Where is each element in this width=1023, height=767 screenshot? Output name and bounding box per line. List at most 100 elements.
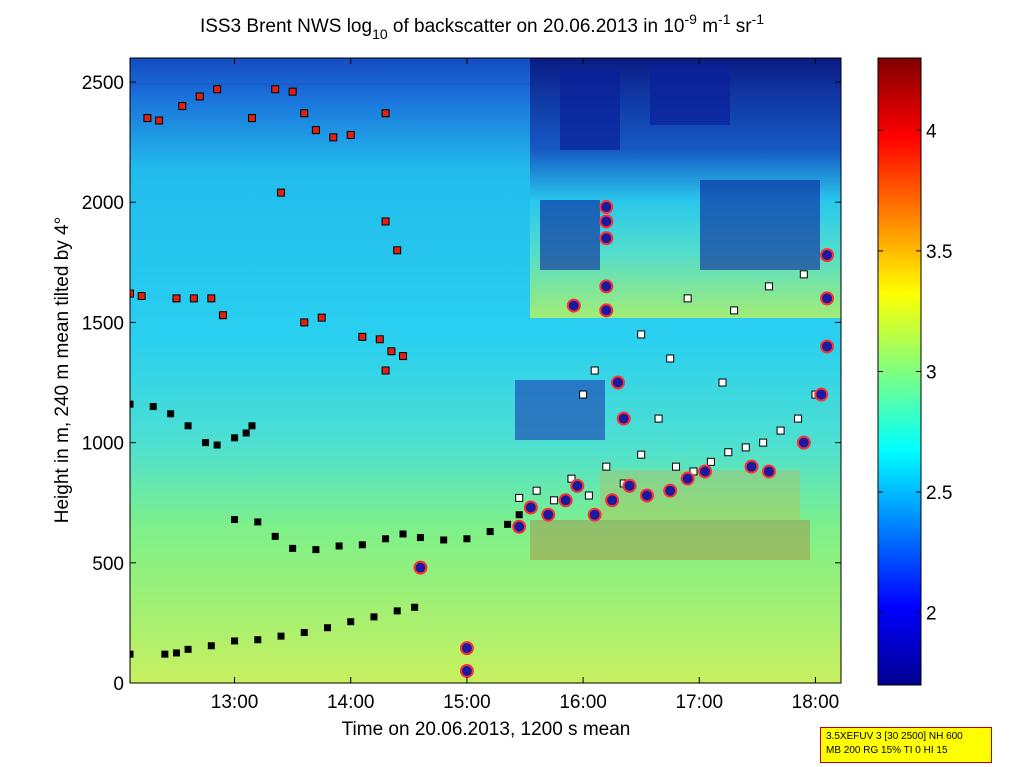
colorbar-tick-label: 2 bbox=[926, 604, 937, 625]
red-square-marker bbox=[277, 188, 286, 197]
x-tick-label: 15:00 bbox=[443, 692, 491, 713]
black-square-marker bbox=[324, 624, 331, 632]
purple-circle-marker bbox=[622, 478, 637, 493]
red-square-marker bbox=[311, 126, 320, 135]
black-square-marker bbox=[504, 520, 512, 528]
black-square-marker bbox=[167, 410, 175, 418]
red-square-marker bbox=[178, 102, 187, 111]
y-tick-label: 2000 bbox=[82, 193, 124, 214]
red-square-marker bbox=[381, 109, 390, 118]
red-square-marker bbox=[381, 366, 390, 375]
white-square-marker bbox=[584, 491, 593, 500]
black-square-marker bbox=[184, 422, 192, 430]
x-tick-label: 14:00 bbox=[327, 692, 375, 713]
colorbar-tick-label: 4 bbox=[926, 121, 937, 142]
x-tick-label: 13:00 bbox=[211, 692, 259, 713]
purple-circle-marker bbox=[459, 663, 474, 678]
black-square-marker bbox=[486, 528, 494, 536]
black-square-marker bbox=[393, 607, 401, 615]
red-square-marker bbox=[387, 347, 396, 356]
black-square-marker bbox=[358, 541, 366, 549]
purple-circle-marker bbox=[512, 519, 527, 534]
purple-circle-marker bbox=[413, 560, 428, 575]
white-square-marker bbox=[637, 330, 646, 339]
x-tick-label: 18:00 bbox=[792, 692, 840, 713]
colorbar-tick-label: 2.5 bbox=[926, 483, 952, 504]
black-square-marker bbox=[231, 516, 239, 524]
black-square-marker bbox=[248, 422, 256, 430]
chart-title: ISS3 Brent NWS log10 of backscatter on 2… bbox=[200, 11, 764, 42]
purple-circle-marker bbox=[663, 483, 678, 498]
black-square-marker bbox=[202, 439, 210, 447]
white-square-marker bbox=[515, 493, 524, 502]
x-tick-label: 16:00 bbox=[559, 692, 607, 713]
black-square-marker bbox=[254, 518, 262, 526]
y-tick-label: 500 bbox=[92, 554, 124, 575]
black-square-marker bbox=[347, 618, 355, 626]
black-square-marker bbox=[149, 403, 157, 411]
purple-circle-marker bbox=[599, 214, 614, 229]
black-square-marker bbox=[289, 544, 297, 552]
black-square-marker bbox=[277, 632, 285, 640]
purple-circle-marker bbox=[523, 500, 538, 515]
settings-info-box: 3.5XEFUV 3 [30 2500] NH 600 MB 200 RG 15… bbox=[820, 727, 992, 763]
x-axis-label: Time on 20.06.2013, 1200 s mean bbox=[342, 719, 631, 740]
red-square-marker bbox=[288, 87, 297, 96]
white-square-marker bbox=[724, 448, 733, 457]
black-square-marker bbox=[254, 636, 262, 644]
black-square-marker bbox=[207, 642, 215, 650]
black-square-marker bbox=[370, 613, 378, 621]
purple-circle-marker bbox=[587, 507, 602, 522]
info-line-1: 3.5XEFUV 3 [30 2500] NH 600 bbox=[826, 731, 963, 742]
red-square-marker bbox=[358, 332, 367, 341]
y-tick-label: 2500 bbox=[82, 73, 124, 94]
red-square-marker bbox=[189, 294, 198, 303]
black-square-marker bbox=[382, 535, 390, 543]
purple-circle-marker bbox=[680, 471, 695, 486]
white-square-marker bbox=[654, 414, 663, 423]
white-square-marker bbox=[666, 354, 675, 363]
heatmap-background bbox=[130, 58, 841, 683]
purple-circle-marker bbox=[459, 641, 474, 656]
red-square-marker bbox=[381, 217, 390, 226]
white-square-marker bbox=[759, 438, 768, 447]
white-square-marker bbox=[741, 443, 750, 452]
y-axis: 0 500 1000 1500 2000 2500 bbox=[82, 73, 841, 695]
colorbar-tick-label: 3 bbox=[926, 363, 937, 384]
red-square-marker bbox=[155, 116, 164, 125]
red-square-marker bbox=[329, 133, 338, 142]
purple-circle-marker bbox=[541, 507, 556, 522]
red-square-marker bbox=[143, 114, 152, 123]
white-square-marker bbox=[550, 496, 559, 505]
black-square-marker bbox=[130, 400, 134, 408]
y-tick-label: 1500 bbox=[82, 313, 124, 334]
black-square-marker bbox=[172, 649, 180, 657]
red-square-marker bbox=[247, 114, 256, 123]
purple-circle-marker bbox=[616, 411, 631, 426]
red-square-marker bbox=[346, 130, 355, 139]
purple-circle-marker bbox=[570, 478, 585, 493]
black-square-marker bbox=[213, 441, 221, 449]
red-square-marker bbox=[218, 311, 227, 320]
colorbar bbox=[877, 57, 922, 686]
purple-circle-marker bbox=[599, 200, 614, 215]
black-square-marker bbox=[242, 429, 250, 437]
purple-circle-marker bbox=[605, 493, 620, 508]
red-square-marker bbox=[213, 85, 222, 94]
purple-circle-marker bbox=[566, 298, 581, 313]
black-square-marker bbox=[416, 534, 424, 542]
purple-circle-marker bbox=[639, 488, 654, 503]
black-square-marker bbox=[231, 434, 239, 442]
purple-circle-marker bbox=[796, 435, 811, 450]
white-square-marker bbox=[683, 294, 692, 303]
black-square-marker bbox=[300, 629, 308, 637]
red-square-marker bbox=[195, 92, 204, 101]
info-line-2: MB 200 RG 15% TI 0 HI 15 bbox=[826, 745, 948, 756]
red-square-marker bbox=[399, 352, 408, 361]
black-square-marker bbox=[411, 603, 419, 611]
black-square-marker bbox=[130, 650, 134, 658]
black-square-marker bbox=[399, 530, 407, 538]
y-axis-label: Height in m, 240 m mean tilted by 4° bbox=[52, 217, 73, 523]
black-square-marker bbox=[335, 542, 343, 550]
red-square-marker bbox=[317, 313, 326, 322]
